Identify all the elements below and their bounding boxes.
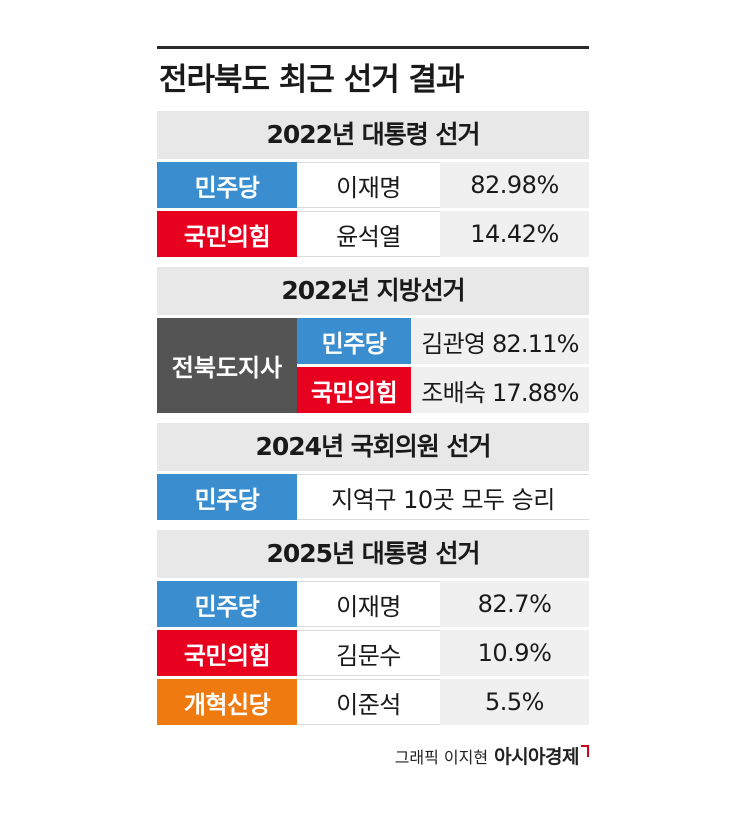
section-heading-2022-presidential: 2022년 대통령 선거 (157, 111, 589, 159)
top-rule (157, 46, 589, 49)
vote-share: 10.9% (440, 630, 589, 676)
party-democratic: 민주당 (157, 162, 297, 208)
party-ppp: 국민의힘 (297, 367, 411, 413)
table-row: 민주당 지역구 10곳 모두 승리 (157, 474, 589, 520)
vote-share: 14.42% (440, 211, 589, 257)
party-democratic: 민주당 (297, 318, 411, 364)
candidate-name: 이재명 (297, 162, 440, 208)
graphic-credit: 그래픽 이지현 (394, 748, 489, 767)
party-democratic: 민주당 (157, 474, 297, 520)
candidate-name: 윤석열 (297, 211, 440, 257)
brand-mark-icon (581, 745, 589, 757)
brand-logo: 아시아경제 (494, 746, 579, 768)
table-row: 민주당 김관영 82.11% (297, 318, 589, 364)
party-ppp: 국민의힘 (157, 630, 297, 676)
footer: 그래픽 이지현 아시아경제 (157, 742, 589, 769)
governor-block: 전북도지사 민주당 김관영 82.11% 국민의힘 조배숙 17.88% (157, 318, 589, 413)
candidate-name: 이준석 (297, 679, 440, 725)
section-heading-2022-local: 2022년 지방선거 (157, 267, 589, 315)
table-row: 개혁신당 이준석 5.5% (157, 679, 589, 725)
party-ppp: 국민의힘 (157, 211, 297, 257)
candidate-name: 이재명 (297, 581, 440, 627)
candidate-result: 김관영 82.11% (411, 318, 589, 364)
vote-share: 82.98% (440, 162, 589, 208)
infographic: 전라북도 최근 선거 결과 2022년 대통령 선거 민주당 이재명 82.98… (157, 46, 589, 725)
table-row: 국민의힘 김문수 10.9% (157, 630, 589, 676)
candidate-result: 조배숙 17.88% (411, 367, 589, 413)
party-reform: 개혁신당 (157, 679, 297, 725)
section-heading-2024-assembly: 2024년 국회의원 선거 (157, 423, 589, 471)
table-row: 국민의힘 윤석열 14.42% (157, 211, 589, 257)
vote-share: 5.5% (440, 679, 589, 725)
table-row: 민주당 이재명 82.98% (157, 162, 589, 208)
section-heading-2025-presidential: 2025년 대통령 선거 (157, 530, 589, 578)
page-title: 전라북도 최근 선거 결과 (159, 62, 465, 98)
candidate-name: 김문수 (297, 630, 440, 676)
vote-share: 82.7% (440, 581, 589, 627)
result-text: 지역구 10곳 모두 승리 (297, 474, 589, 520)
table-row: 민주당 이재명 82.7% (157, 581, 589, 627)
table-row: 국민의힘 조배숙 17.88% (297, 367, 589, 413)
party-democratic: 민주당 (157, 581, 297, 627)
office-label: 전북도지사 (157, 318, 297, 413)
